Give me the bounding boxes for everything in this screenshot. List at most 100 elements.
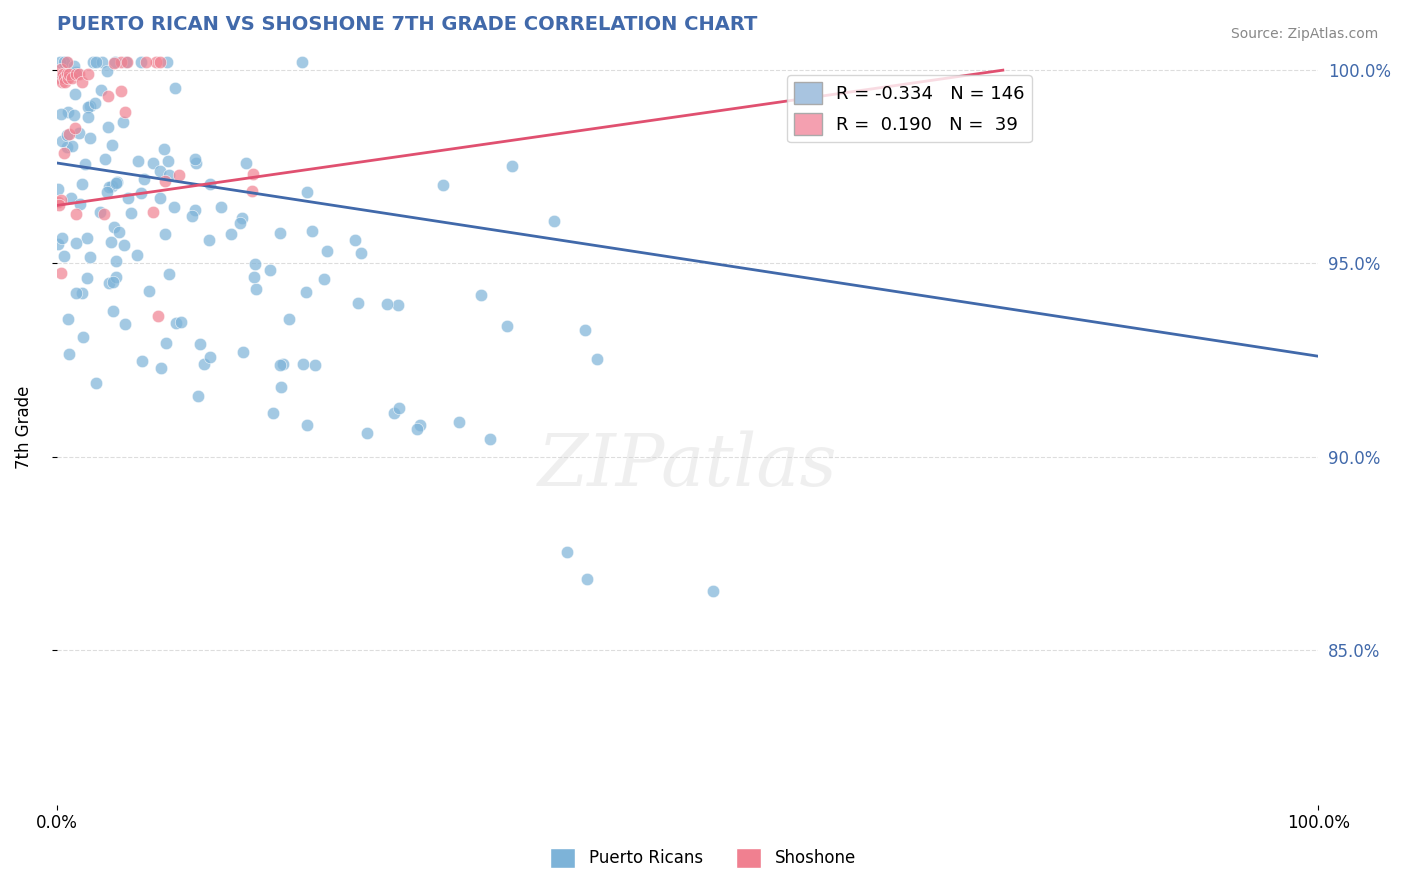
Point — [295, 417, 318, 432]
Point — [163, 200, 186, 214]
Point — [105, 269, 128, 284]
Point — [63, 108, 86, 122]
Point — [82, 55, 104, 70]
Point — [53, 146, 76, 161]
Point — [114, 318, 136, 332]
Point — [291, 55, 314, 70]
Point — [55, 55, 77, 70]
Point — [112, 114, 135, 128]
Point — [295, 185, 318, 199]
Point — [84, 376, 107, 390]
Point — [543, 213, 565, 227]
Text: Source: ZipAtlas.com: Source: ZipAtlas.com — [1230, 27, 1378, 41]
Point — [55, 75, 77, 89]
Point — [63, 59, 86, 73]
Point — [51, 266, 73, 280]
Point — [269, 227, 291, 241]
Point — [89, 205, 111, 219]
Point — [100, 138, 122, 153]
Point — [77, 67, 100, 81]
Point — [115, 55, 138, 70]
Point — [79, 250, 101, 264]
Point — [100, 178, 122, 193]
Point — [97, 120, 120, 135]
Point — [65, 235, 87, 250]
Point — [60, 70, 83, 85]
Point — [56, 140, 79, 154]
Point — [292, 357, 315, 371]
Point — [181, 209, 204, 223]
Point — [409, 418, 432, 433]
Point — [46, 182, 69, 196]
Point — [114, 104, 136, 119]
Point — [135, 55, 157, 70]
Point — [382, 406, 405, 420]
Point — [56, 70, 79, 85]
Point — [58, 105, 80, 120]
Point — [157, 169, 180, 183]
Point — [49, 106, 72, 120]
Point — [69, 197, 91, 211]
Point — [56, 55, 79, 70]
Point — [96, 63, 118, 78]
Point — [65, 87, 87, 101]
Legend: Puerto Ricans, Shoshone: Puerto Ricans, Shoshone — [544, 841, 862, 875]
Point — [219, 227, 242, 241]
Point — [97, 88, 120, 103]
Point — [295, 285, 318, 300]
Point — [131, 354, 153, 368]
Point — [108, 225, 131, 239]
Point — [51, 231, 73, 245]
Text: PUERTO RICAN VS SHOSHONE 7TH GRADE CORRELATION CHART: PUERTO RICAN VS SHOSHONE 7TH GRADE CORRE… — [56, 15, 756, 34]
Point — [165, 81, 187, 95]
Point — [470, 288, 492, 302]
Point — [117, 191, 139, 205]
Legend: R = -0.334   N = 146, R =  0.190   N =  39: R = -0.334 N = 146, R = 0.190 N = 39 — [787, 75, 1032, 143]
Text: ZIPatlas: ZIPatlas — [537, 430, 837, 500]
Point — [184, 202, 207, 217]
Point — [301, 224, 323, 238]
Point — [105, 176, 128, 190]
Point — [270, 380, 292, 394]
Point — [55, 67, 77, 81]
Point — [149, 55, 172, 70]
Point — [316, 244, 339, 258]
Point — [63, 120, 86, 135]
Point — [479, 432, 502, 446]
Point — [103, 55, 125, 70]
Point — [51, 134, 73, 148]
Y-axis label: 7th Grade: 7th Grade — [15, 386, 32, 469]
Point — [76, 271, 98, 285]
Point — [555, 545, 578, 559]
Point — [89, 83, 111, 97]
Point — [79, 99, 101, 113]
Point — [83, 95, 105, 110]
Point — [52, 67, 75, 81]
Point — [183, 152, 205, 166]
Point — [184, 156, 207, 170]
Point — [49, 193, 72, 207]
Point — [142, 156, 165, 170]
Point — [148, 309, 170, 323]
Point — [67, 126, 90, 140]
Point — [103, 220, 125, 235]
Point — [101, 275, 124, 289]
Point — [76, 100, 98, 114]
Point — [114, 55, 136, 70]
Point — [104, 253, 127, 268]
Point — [51, 70, 73, 84]
Point — [110, 55, 132, 70]
Point — [65, 207, 87, 221]
Point — [72, 329, 94, 343]
Point — [84, 55, 107, 70]
Point — [356, 425, 378, 440]
Point — [346, 296, 368, 310]
Point — [232, 344, 254, 359]
Point — [65, 285, 87, 300]
Point — [125, 248, 148, 262]
Point — [259, 263, 281, 277]
Point — [350, 245, 373, 260]
Point — [153, 227, 176, 242]
Point — [574, 323, 596, 337]
Point — [153, 143, 176, 157]
